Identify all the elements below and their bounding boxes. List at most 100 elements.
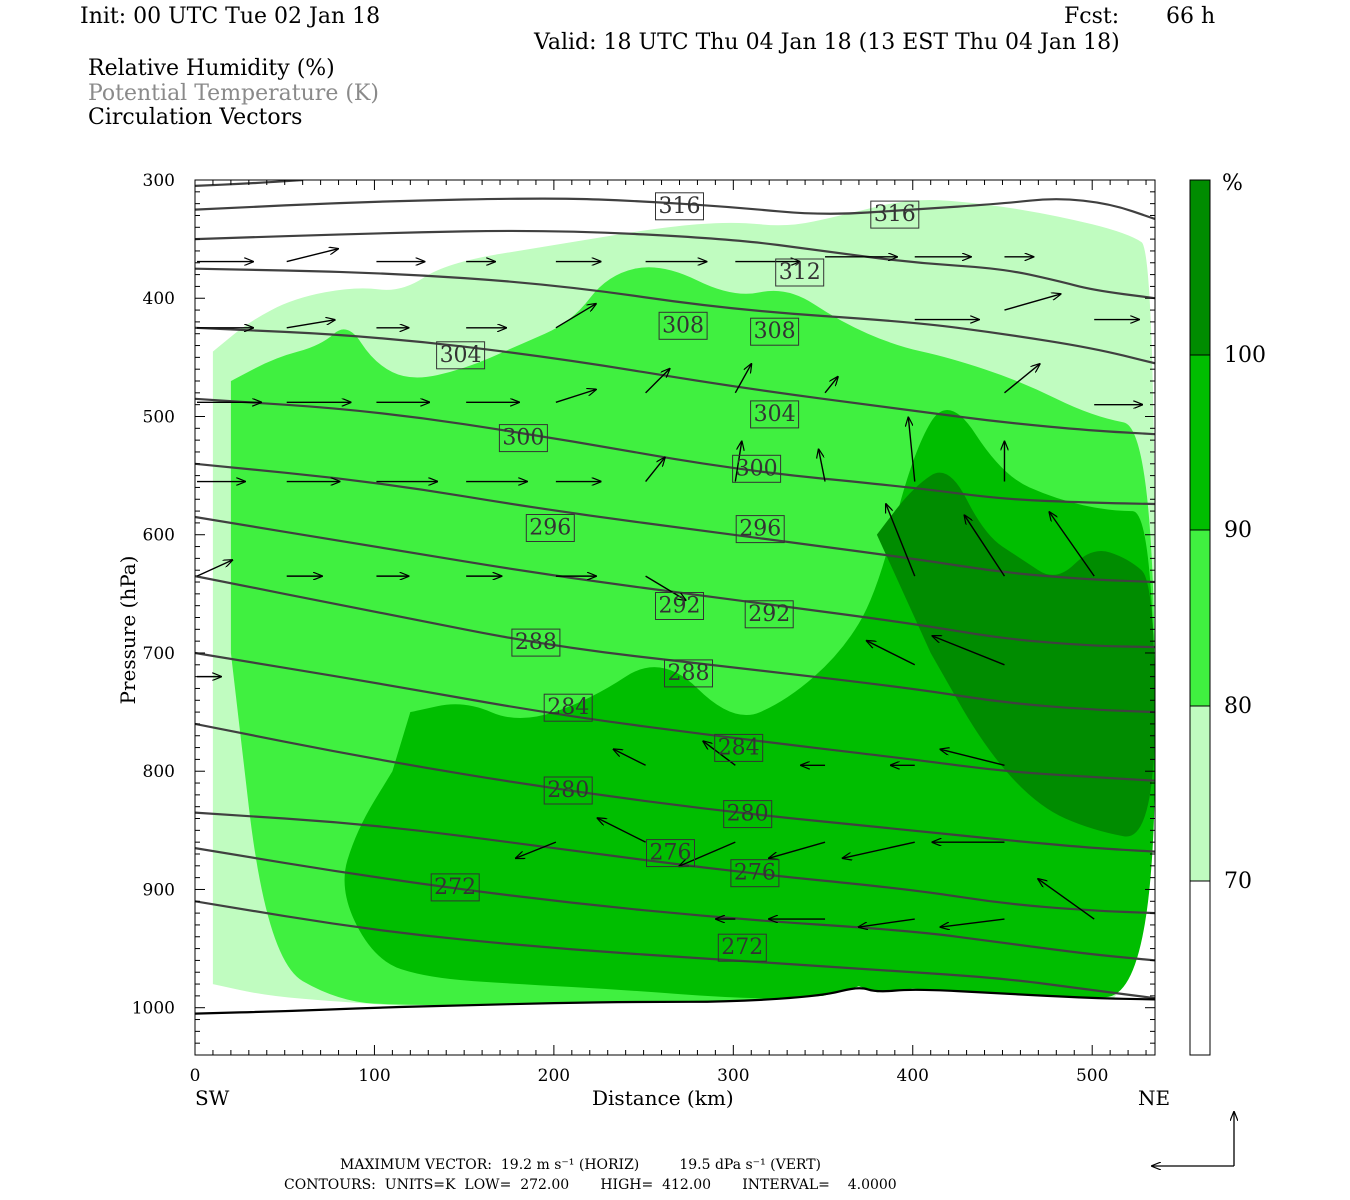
theta-label: 272 (434, 875, 476, 900)
theta-contour (195, 197, 1155, 221)
legend-rh: Relative Humidity (%) (88, 56, 335, 81)
y-tick-label: 500 (143, 407, 175, 427)
x-tick-label: 500 (1076, 1066, 1108, 1086)
theta-contour (195, 180, 303, 187)
colorbar-frame (1189, 179, 1211, 1056)
circulation-vector (859, 918, 915, 927)
x-axis-label: Distance (km) (592, 1086, 734, 1110)
y-tick-label: 900 (143, 880, 175, 900)
init-time: Init: 00 UTC Tue 02 Jan 18 (80, 4, 381, 29)
theta-contour (195, 267, 1155, 365)
x-tick-label: 200 (538, 1066, 570, 1086)
circulation-vector (555, 389, 596, 403)
theta-label: 276 (734, 861, 776, 886)
circulation-vector (734, 442, 741, 482)
y-tick-label: 600 (143, 526, 175, 546)
theta-label-box (730, 859, 780, 888)
circulation-vector (1004, 294, 1060, 311)
circulation-vector (645, 369, 670, 394)
theta-label-box (655, 592, 704, 620)
circulation-vector (824, 377, 838, 394)
colorbar-segment (1190, 881, 1210, 1055)
theta-label-box (430, 873, 480, 902)
theta-label-box (511, 628, 561, 657)
circulation-vector (516, 841, 557, 858)
circulation-vector (286, 249, 338, 263)
theta-label: 292 (748, 602, 790, 627)
circulation-vector (1049, 512, 1095, 577)
colorbar: 100 90 80 70% (1189, 171, 1266, 1056)
colorbar-segment (1190, 706, 1210, 881)
legend-theta: Potential Temperature (K) (88, 81, 379, 106)
x-tick-label: 400 (897, 1066, 929, 1086)
circulation-vector (555, 304, 596, 329)
theta-label: 300 (502, 426, 544, 451)
rh-fill-layer (195, 199, 1155, 1055)
theta-label: 304 (440, 343, 482, 368)
legend-vectors: Circulation Vectors (88, 105, 303, 130)
forecast-hour: 66 h (1166, 4, 1216, 29)
theta-label-box (750, 400, 800, 429)
theta-contour (195, 900, 1155, 1000)
theta-label-box (498, 424, 548, 453)
valid-time: Valid: 18 UTC Thu 04 Jan 18 (13 EST Thu … (534, 30, 1120, 55)
theta-label-box (436, 341, 486, 370)
theta-contour (195, 515, 1155, 649)
circulation-vector (1004, 364, 1039, 394)
theta-contour (195, 397, 1155, 506)
theta-label-box (744, 600, 794, 629)
theta-label: 308 (662, 313, 704, 338)
theta-label: 280 (547, 778, 589, 803)
theta-contour (195, 462, 1155, 584)
theta-label: 288 (667, 661, 709, 686)
circulation-vector (286, 320, 335, 329)
theta-label-layer: 316 316 312 308 308 304 304 300 300 296 296 292 292 2… (430, 192, 920, 962)
theta-label: 276 (650, 841, 692, 866)
colorbar-unit: % (1222, 171, 1243, 196)
x-end-label-right: NE (1138, 1086, 1171, 1110)
circulation-vector (1038, 879, 1095, 920)
theta-label-box (732, 454, 782, 483)
theta-label: 296 (739, 517, 781, 542)
x-tick-label: 0 (190, 1066, 201, 1086)
theta-label-box (735, 515, 785, 544)
colorbar-segment (1190, 180, 1210, 355)
x-tick-label: 100 (358, 1066, 390, 1086)
circulation-vector (940, 918, 1005, 927)
circulation-vector (734, 364, 751, 394)
theta-label: 304 (754, 402, 796, 427)
y-tick-label: 1000 (132, 999, 175, 1019)
theta-label-box (723, 800, 773, 829)
x-tick-label: 300 (717, 1066, 749, 1086)
theta-label: 272 (721, 935, 763, 960)
circulation-vector (964, 515, 1006, 577)
circulation-vector (843, 841, 915, 858)
theta-label: 288 (515, 630, 557, 655)
circulation-vector-layer (196, 249, 1142, 927)
theta-contour (195, 651, 1155, 782)
theta-label: 316 (874, 202, 916, 227)
colorbar-label: 70 (1224, 869, 1252, 894)
circulation-vector (679, 841, 736, 866)
circulation-vector (908, 418, 916, 482)
theta-label-box (658, 311, 708, 340)
theta-label: 316 (658, 194, 700, 219)
x-end-label-left: SW (195, 1086, 230, 1110)
theta-label-box (714, 733, 764, 762)
circulation-vector (932, 636, 1005, 666)
theta-label-box (664, 659, 713, 688)
colorbar-segment (1190, 355, 1210, 530)
theta-label-box (543, 693, 593, 722)
circulation-vector (598, 818, 646, 843)
circulation-vector (645, 458, 665, 482)
footer-contours: CONTOURS: UNITS=K LOW= 272.00 HIGH= 412.… (284, 1177, 897, 1193)
forecast-label: Fcst: (1064, 4, 1120, 29)
circulation-vector (614, 749, 646, 766)
circulation-vector (940, 749, 1005, 766)
theta-label-box (646, 839, 695, 868)
theta-label: 312 (779, 260, 821, 285)
footer-max-vector: MAXIMUM VECTOR: 19.2 m s⁻¹ (HORIZ) 19.5 … (340, 1157, 822, 1173)
colorbar-label: 90 (1224, 518, 1252, 543)
colorbar-segment (1190, 530, 1210, 706)
